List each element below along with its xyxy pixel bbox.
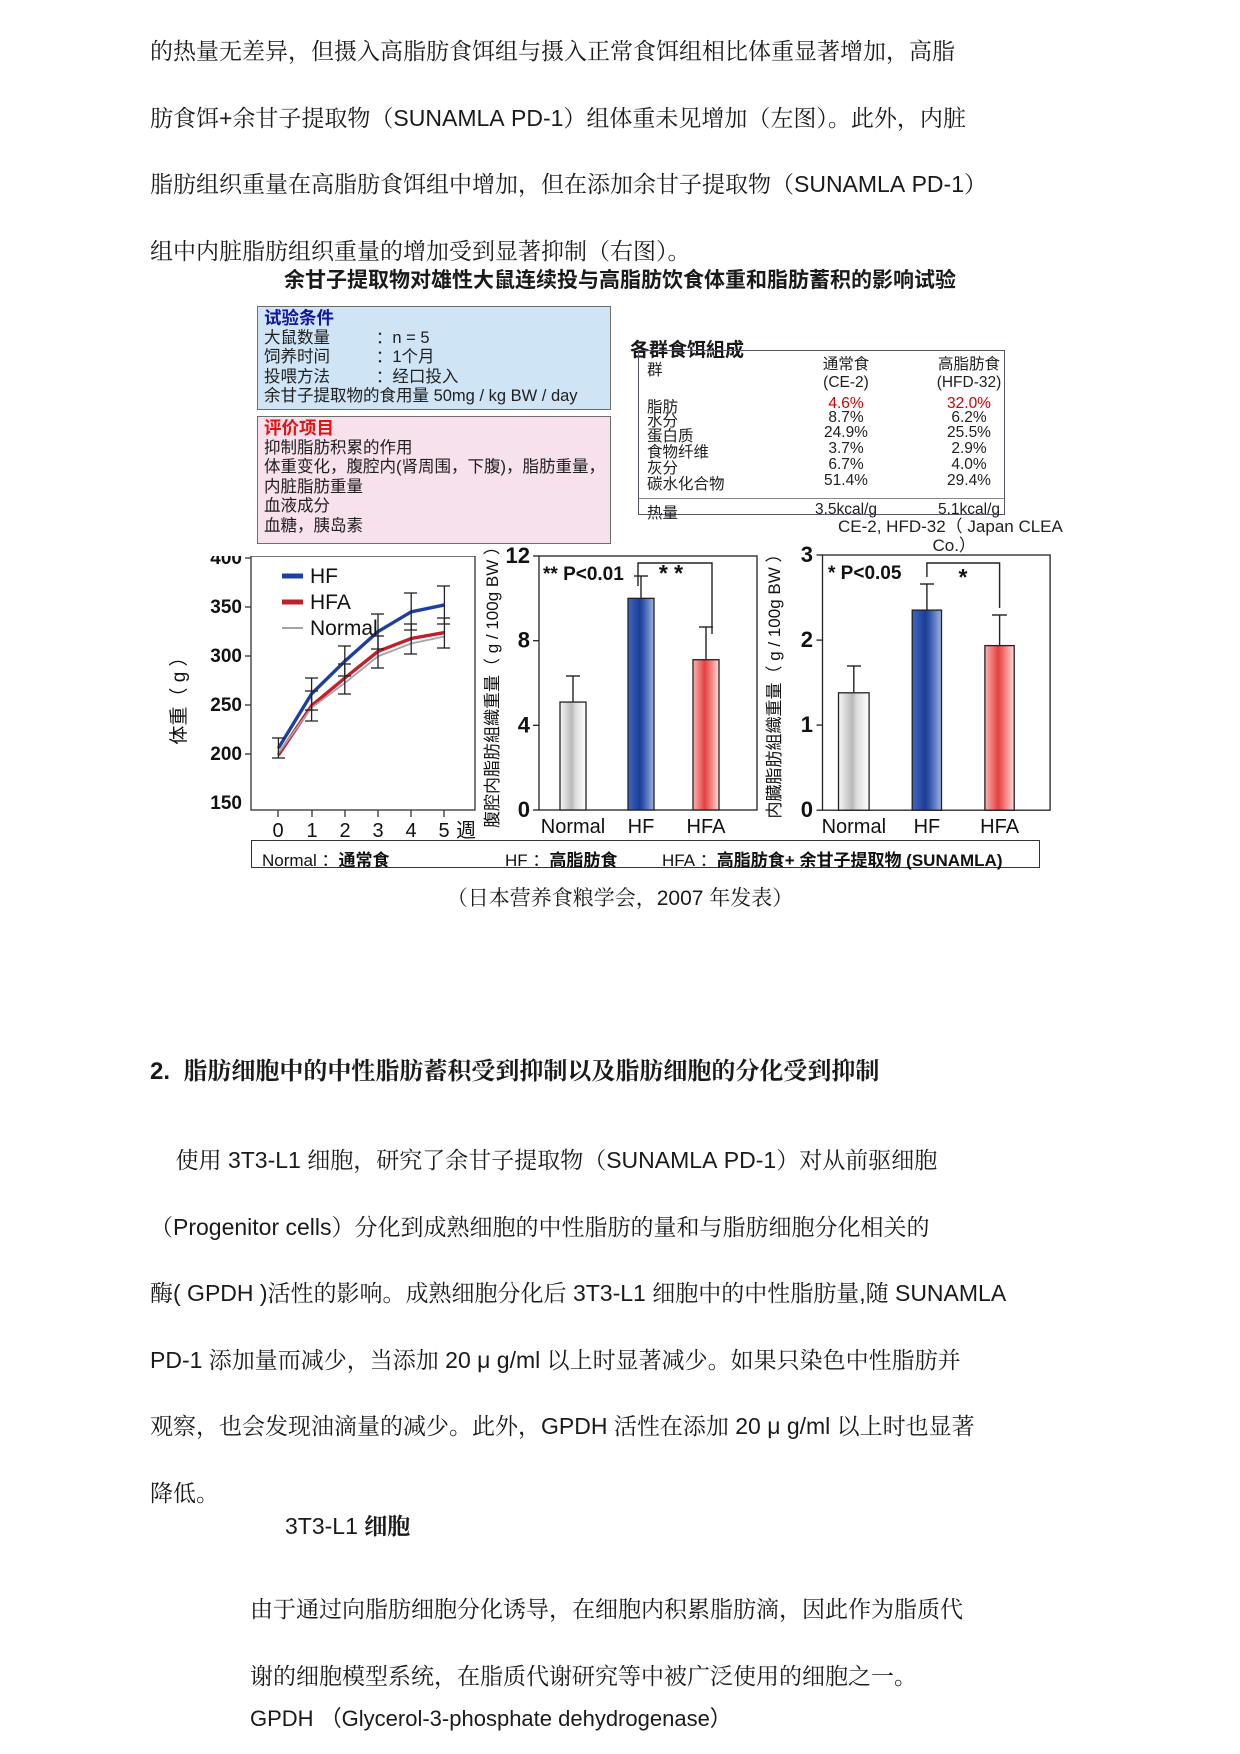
svg-text:HFA: HFA bbox=[980, 816, 1020, 838]
svg-text:250: 250 bbox=[210, 695, 242, 716]
svg-text:HF: HF bbox=[310, 565, 338, 588]
svg-text:3: 3 bbox=[372, 820, 383, 842]
svg-text:8: 8 bbox=[518, 628, 530, 653]
svg-text:*: * bbox=[959, 564, 968, 590]
svg-text:5: 5 bbox=[438, 820, 449, 842]
svg-text:HFA: HFA bbox=[310, 591, 351, 614]
svg-text:0: 0 bbox=[518, 797, 530, 822]
svg-text:2: 2 bbox=[801, 627, 813, 652]
svg-text:3: 3 bbox=[801, 545, 813, 567]
svg-text:12: 12 bbox=[506, 546, 530, 568]
svg-text:体重（ g ）: 体重（ g ） bbox=[168, 647, 190, 744]
svg-text:HF: HF bbox=[628, 816, 655, 838]
svg-text:* *: * * bbox=[659, 560, 683, 586]
svg-text:Normal: Normal bbox=[541, 816, 605, 838]
svg-text:200: 200 bbox=[210, 744, 242, 765]
svg-text:300: 300 bbox=[210, 646, 242, 667]
svg-text:0: 0 bbox=[272, 820, 283, 842]
svg-text:腹腔内脂肪組織重量（ g / 100g BW ）: 腹腔内脂肪組織重量（ g / 100g BW ） bbox=[483, 546, 502, 828]
svg-text:** P<0.01: ** P<0.01 bbox=[543, 564, 624, 585]
svg-text:HFA: HFA bbox=[687, 816, 727, 838]
svg-text:HF: HF bbox=[914, 816, 941, 838]
svg-text:内臓脂肪組織重量（ g / 100g BW ）: 内臓脂肪組織重量（ g / 100g BW ） bbox=[765, 545, 784, 818]
svg-text:週: 週 bbox=[456, 819, 476, 842]
svg-text:4: 4 bbox=[518, 712, 531, 737]
svg-text:4: 4 bbox=[405, 820, 416, 842]
svg-text:150: 150 bbox=[210, 793, 242, 814]
svg-text:Normal: Normal bbox=[310, 617, 378, 640]
svg-text:400: 400 bbox=[210, 556, 242, 569]
svg-text:Normal: Normal bbox=[822, 816, 886, 838]
svg-text:2: 2 bbox=[339, 820, 350, 842]
svg-text:* P<0.05: * P<0.05 bbox=[828, 563, 902, 584]
svg-text:1: 1 bbox=[801, 712, 813, 737]
svg-text:350: 350 bbox=[210, 597, 242, 618]
svg-text:0: 0 bbox=[801, 797, 813, 822]
svg-text:1: 1 bbox=[306, 820, 317, 842]
